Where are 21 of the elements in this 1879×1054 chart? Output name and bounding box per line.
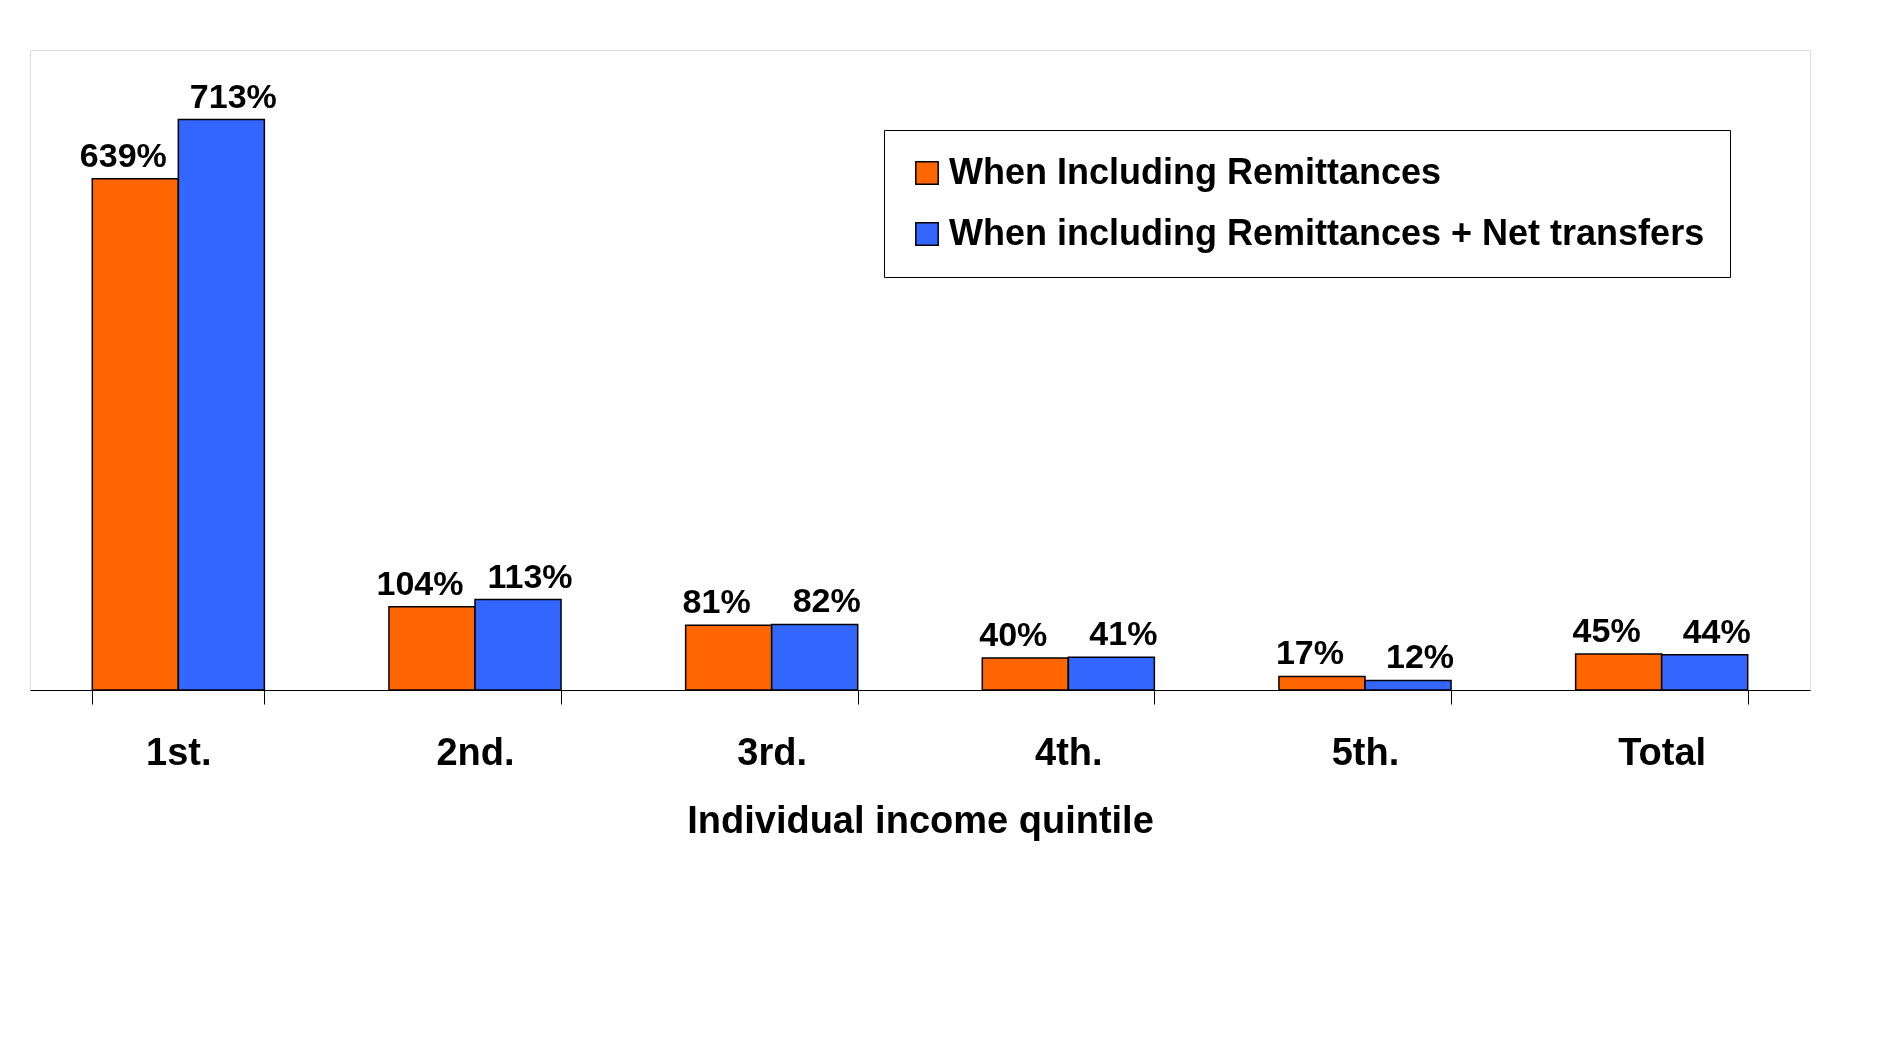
data-label: 639% bbox=[79, 135, 167, 174]
legend-label: When Including Remittances bbox=[949, 151, 1442, 192]
x-tick-label: 2nd. bbox=[436, 730, 515, 773]
data-label: 44% bbox=[1682, 611, 1751, 650]
data-label: 45% bbox=[1572, 611, 1641, 649]
data-label: 41% bbox=[1089, 614, 1158, 653]
x-axis-title: Individual income quintile bbox=[687, 798, 1154, 841]
data-label: 81% bbox=[682, 582, 751, 621]
data-label: 12% bbox=[1385, 637, 1455, 676]
x-tick-label: Total bbox=[1618, 730, 1707, 773]
data-label: 104% bbox=[376, 563, 464, 602]
data-label: 113% bbox=[487, 556, 573, 595]
data-label: 17% bbox=[1275, 633, 1345, 672]
data-label: 40% bbox=[979, 615, 1048, 653]
x-tick-label: 1st. bbox=[146, 730, 212, 773]
x-tick-label: 3rd. bbox=[737, 730, 808, 773]
x-tick-label: 5th. bbox=[1331, 730, 1400, 773]
legend-label: When including Remittances + Net transfers bbox=[949, 212, 1705, 253]
x-tick-label: 4th. bbox=[1035, 730, 1103, 773]
data-label: 713% bbox=[189, 76, 277, 115]
data-label: 82% bbox=[792, 581, 861, 620]
